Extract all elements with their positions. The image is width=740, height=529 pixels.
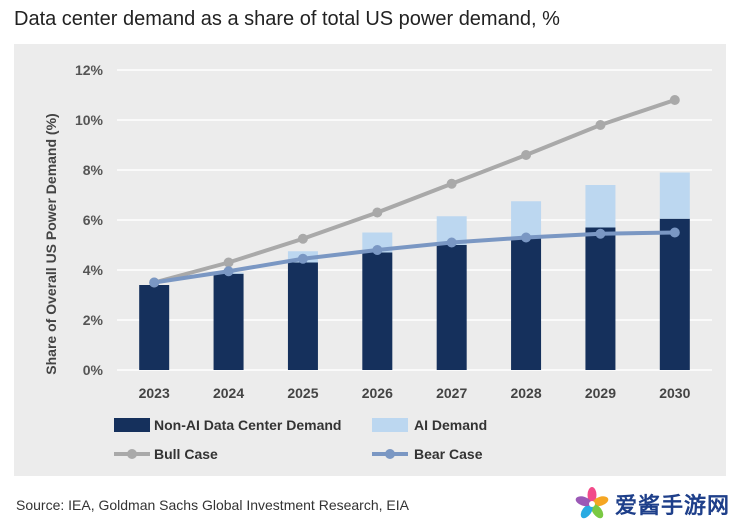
bar-ai-2028 xyxy=(511,201,542,238)
bar-ai-2030 xyxy=(659,172,690,219)
y-tick-label: 6% xyxy=(83,212,104,228)
legend-marker-bull xyxy=(127,449,137,459)
x-tick-label: 2024 xyxy=(213,385,244,401)
x-tick-label: 2026 xyxy=(362,385,393,401)
y-tick-label: 2% xyxy=(83,312,104,328)
x-tick-label: 2029 xyxy=(585,385,616,401)
chart-title: Data center demand as a share of total U… xyxy=(14,8,560,30)
y-tick-label: 10% xyxy=(75,112,104,128)
bar-non-ai-2023 xyxy=(139,285,170,370)
bull-case-point xyxy=(372,207,383,218)
bar-non-ai-2029 xyxy=(585,227,616,370)
y-tick-label: 8% xyxy=(83,162,104,178)
bull-case-point xyxy=(521,150,532,160)
bar-non-ai-2025 xyxy=(287,262,318,370)
legend-swatch-ai xyxy=(372,418,408,432)
x-tick-label: 2028 xyxy=(510,385,541,401)
legend-label-bear: Bear Case xyxy=(414,446,483,462)
bear-case-line xyxy=(153,230,675,285)
legend-label-non-ai: Non-AI Data Center Demand xyxy=(154,417,341,433)
bear-case-point xyxy=(372,245,383,255)
chart-svg: Share of Overall US Power Demand (%) 0% 2… xyxy=(43,62,712,462)
legend-swatch-non-ai xyxy=(114,418,150,432)
bar-non-ai-2027 xyxy=(436,245,467,370)
x-tick-label: 2023 xyxy=(139,385,170,401)
bar-non-ai-2026 xyxy=(362,252,393,370)
bar-non-ai-2030 xyxy=(659,218,690,370)
bear-case-point xyxy=(669,227,680,238)
bull-case-point xyxy=(223,257,234,268)
bar-non-ai-2024 xyxy=(213,273,244,370)
x-tick-label: 2030 xyxy=(659,385,690,401)
legend-marker-bear xyxy=(385,449,395,459)
x-tick-label: 2025 xyxy=(287,385,318,401)
bear-case-point xyxy=(595,228,606,239)
y-tick-label: 0% xyxy=(83,362,104,378)
bear-case-point xyxy=(446,237,457,248)
bear-case-point xyxy=(223,266,234,277)
legend-label-ai: AI Demand xyxy=(414,417,487,433)
source-note: Source: IEA, Goldman Sachs Global Invest… xyxy=(16,497,409,513)
y-tick-label: 4% xyxy=(83,262,104,278)
bull-case-line xyxy=(153,98,676,285)
y-axis-label: Share of Overall US Power Demand (%) xyxy=(43,113,59,374)
bear-case-point xyxy=(297,253,308,264)
x-tick-label: 2027 xyxy=(436,385,467,401)
bull-case-point xyxy=(297,233,308,244)
bear-case-point xyxy=(521,232,532,243)
bear-case-point xyxy=(149,277,160,288)
watermark: 爱酱手游网 xyxy=(573,482,730,526)
chart-panel: Share of Overall US Power Demand (%) 0% 2… xyxy=(14,44,726,476)
bull-case-point xyxy=(669,95,680,105)
bar-non-ai-2028 xyxy=(511,237,542,370)
bull-case-point xyxy=(595,120,606,130)
bar-ai-2029 xyxy=(585,185,616,228)
pinwheel-logo-icon xyxy=(575,487,609,519)
legend-label-bull: Bull Case xyxy=(154,446,218,462)
bull-case-point xyxy=(446,178,457,189)
watermark-text: 爱酱手游网 xyxy=(614,494,730,519)
y-tick-label: 12% xyxy=(75,62,104,78)
